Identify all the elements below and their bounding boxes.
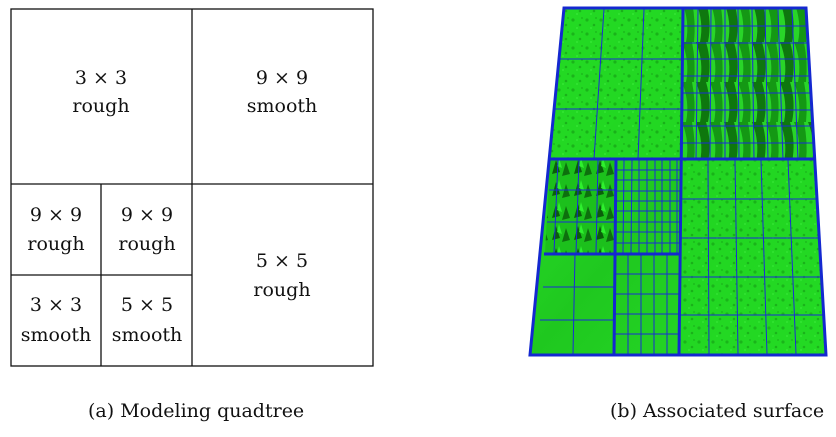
cell-sw-sw-surface: smooth [21, 324, 92, 346]
associated-surface [528, 6, 828, 357]
cell-nw-size: 3 × 3 [75, 67, 127, 89]
cell-sw-se-size: 5 × 5 [121, 294, 173, 316]
cell-sw-nw-size: 9 × 9 [30, 204, 82, 226]
cell-se-surface: rough [253, 279, 310, 301]
cell-sw-se-surface: smooth [112, 324, 183, 346]
cell-sw-nw-surface: rough [27, 233, 84, 255]
cell-se-size: 5 × 5 [256, 250, 308, 272]
cell-ne-size: 9 × 9 [256, 67, 308, 89]
cell-ne-surface: smooth [247, 95, 318, 117]
cell-nw-surface: rough [72, 95, 129, 117]
region-nw-rough [550, 9, 683, 159]
region-ne-ridges [681, 9, 814, 160]
surface-grid [540, 8, 824, 355]
region-se-rough [679, 160, 826, 354]
caption-associated-surface: (b) Associated surface [610, 400, 825, 422]
region-sw-nw-bumps [545, 160, 616, 253]
surface-region-borders [528, 6, 828, 357]
cell-sw-ne-size: 9 × 9 [121, 204, 173, 226]
cell-sw-ne-surface: rough [118, 233, 175, 255]
caption-modeling-quadtree: (a) Modeling quadtree [88, 400, 305, 422]
cell-sw-sw-size: 3 × 3 [30, 294, 82, 316]
modeling-quadtree: 3 × 3 rough 9 × 9 smooth 9 × 9 rough 9 ×… [10, 8, 374, 367]
